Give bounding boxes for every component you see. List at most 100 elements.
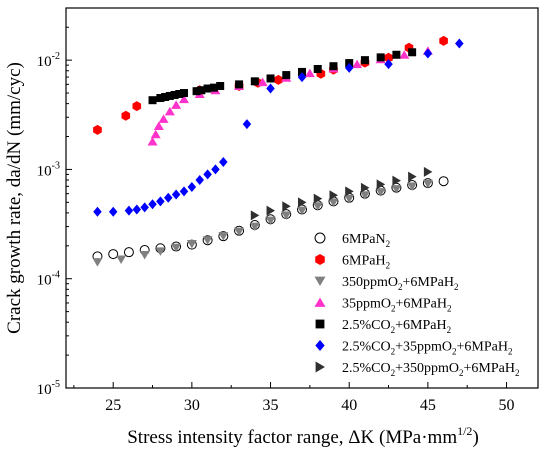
data-point: [93, 124, 102, 135]
data-point: [195, 175, 204, 186]
legend-label-sub: 2: [391, 347, 396, 357]
data-point: [186, 239, 197, 249]
data-point: [408, 48, 417, 57]
y-tick-label: 10-4: [37, 270, 60, 289]
x-tick-label: 50: [499, 397, 515, 414]
data-point: [180, 89, 188, 98]
data-point: [298, 67, 306, 76]
data-point: [121, 110, 131, 121]
data-point: [139, 250, 150, 260]
legend-label-sub: 2: [454, 282, 459, 292]
data-point: [313, 64, 322, 73]
y-axis-label: Crack growth rate, da/dN (mm/cyc): [4, 62, 25, 334]
legend-label-sub: 2: [391, 304, 396, 314]
data-point: [209, 83, 218, 92]
data-point: [391, 185, 402, 194]
data-point: [282, 71, 291, 80]
y-tick-exponent: -2: [52, 51, 60, 62]
data-point: [155, 247, 166, 256]
data-point: [153, 121, 164, 130]
legend-item: 2.5%CO2+350ppmO2+6MPaH2: [315, 361, 520, 378]
data-point: [164, 192, 173, 203]
data-point: [281, 211, 292, 220]
data-point: [161, 92, 170, 101]
legend-label-text: +6MPaH: [395, 318, 446, 333]
data-point: [92, 258, 103, 267]
data-point: [359, 191, 370, 200]
data-point: [265, 216, 276, 226]
data-point: [175, 89, 184, 98]
series-6: [250, 166, 433, 221]
data-point: [179, 94, 189, 104]
data-point: [170, 90, 179, 99]
data-point: [171, 100, 182, 109]
data-point: [257, 77, 268, 87]
data-point: [376, 179, 386, 190]
legend-label-sub: 2: [447, 325, 452, 335]
data-point: [164, 106, 175, 116]
data-point: [439, 35, 448, 46]
y-tick-label: 10-2: [37, 51, 60, 70]
legend-label: 2.5%CO2+35ppmO2+6MPaH2: [342, 340, 513, 357]
legend-item: 350ppmO2+6MPaH2: [314, 275, 458, 292]
legend-label-text: +6MPaH: [396, 297, 447, 312]
legend-item: 6MPaH2: [315, 254, 390, 271]
x-tick-label: 40: [341, 397, 357, 414]
legend-marker: [314, 232, 326, 244]
data-point: [408, 171, 417, 182]
legend-label-sub: 2: [508, 347, 513, 357]
data-point: [250, 77, 259, 86]
data-point: [192, 87, 201, 96]
legend-marker: [315, 254, 325, 265]
data-point: [399, 50, 410, 59]
data-point: [219, 156, 228, 167]
data-point: [218, 232, 229, 241]
x-tick-label: 45: [420, 397, 436, 414]
legend-label-sub: 2: [515, 368, 520, 378]
data-point: [329, 62, 338, 71]
legend-label-text: 2.5%CO: [342, 318, 391, 333]
data-point: [360, 182, 370, 193]
data-point: [352, 59, 363, 69]
data-point: [140, 202, 149, 213]
data-point: [158, 114, 169, 123]
data-point: [266, 74, 275, 83]
data-point: [249, 222, 260, 232]
data-point: [124, 205, 134, 216]
legend-marker: [314, 276, 326, 286]
data-point: [93, 206, 102, 217]
x-axis-label-close: ): [472, 427, 478, 448]
data-point: [132, 101, 142, 112]
legend-marker: [315, 319, 325, 329]
legend-label-text: 2.5%CO: [342, 361, 391, 376]
data-point: [203, 84, 212, 93]
y-tick-base: 10: [37, 273, 52, 289]
legend-label: 350ppmO2+6MPaH2: [342, 275, 458, 292]
legend-marker: [315, 361, 325, 373]
data-point: [148, 199, 157, 210]
data-point: [304, 68, 315, 78]
data-point: [171, 243, 182, 253]
y-tick-base: 10: [37, 382, 52, 398]
legend-item: 2.5%CO2+35ppmO2+6MPaH2: [315, 340, 513, 357]
data-point: [148, 96, 157, 105]
series-2: [92, 179, 433, 267]
y-tick-label: 10-5: [37, 379, 60, 398]
legend-label-text: 6MPaH: [342, 254, 386, 269]
legend-label-text: 35ppmO: [342, 297, 391, 312]
legend-label-text: +35ppmO: [395, 340, 452, 355]
data-point: [297, 206, 307, 216]
data-point: [203, 169, 212, 180]
data-point: [116, 255, 127, 264]
x-axis-label: Stress intensity factor range, ΔK (MPa·m…: [127, 424, 479, 448]
series-4: [148, 48, 417, 105]
data-point: [197, 86, 206, 95]
legend-label-text: 350ppmO: [342, 275, 398, 290]
x-axis-label-superscript: 1/2: [457, 424, 472, 438]
legend-label: 35ppmO2+6MPaH2: [342, 297, 451, 314]
data-point: [312, 202, 323, 211]
data-point: [266, 83, 275, 94]
legend-label-sub: 2: [391, 325, 396, 335]
data-point: [328, 198, 339, 207]
